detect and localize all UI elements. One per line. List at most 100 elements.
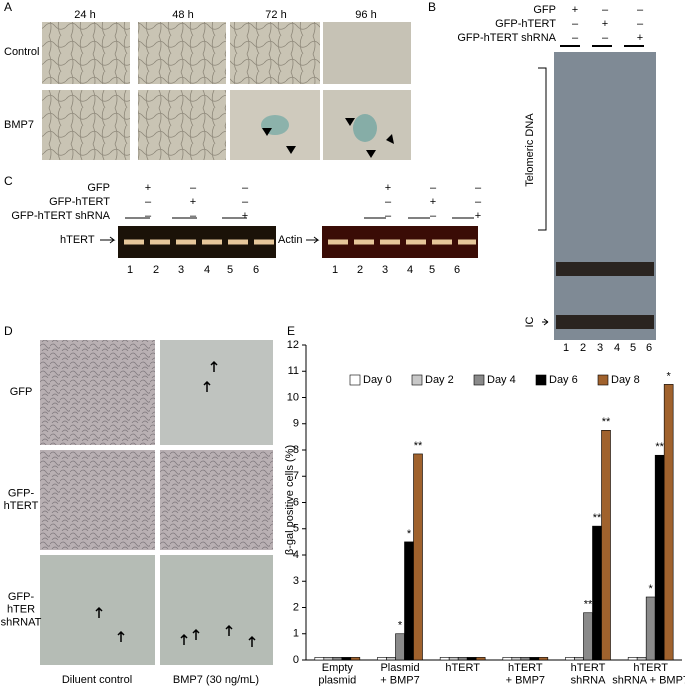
sign: – (190, 210, 197, 222)
bar (341, 657, 352, 661)
lane-number: 2 (580, 342, 586, 354)
bar (511, 657, 522, 661)
y-tick-label: 6 (293, 496, 299, 508)
sign: + (145, 182, 151, 194)
bar (520, 657, 531, 661)
sign: – (637, 4, 644, 16)
column-label: 96 h (355, 9, 376, 21)
panel-letter: C (4, 174, 13, 188)
lane-number: 5 (227, 264, 233, 276)
sign: – (475, 196, 482, 208)
panel-b-gel (538, 45, 656, 340)
legend-label: Day 6 (549, 374, 578, 386)
bar (413, 453, 423, 661)
y-tick-label: 5 (293, 523, 299, 535)
sign: – (242, 182, 249, 194)
row-label: GFP (87, 182, 110, 194)
row-label: GFP-hTERT shRNA (457, 32, 556, 44)
lane-number: 4 (407, 264, 413, 276)
bar (601, 430, 611, 661)
sign: + (572, 4, 578, 16)
lane-number: 1 (127, 264, 133, 276)
legend-label: Day 2 (425, 374, 454, 386)
sign: + (602, 18, 608, 30)
significance-mark: * (649, 583, 654, 595)
sign: + (637, 32, 643, 44)
bar (502, 657, 513, 661)
lane-number: 3 (382, 264, 388, 276)
legend-label: Day 8 (611, 374, 640, 386)
y-tick-label: 11 (288, 365, 299, 377)
row-label: GFP (533, 4, 556, 16)
significance-mark: ** (655, 441, 664, 453)
legend-label: Day 0 (363, 374, 392, 386)
significance-mark: * (667, 370, 672, 382)
panel-letter: E (287, 324, 295, 338)
y-tick-label: 1 (293, 628, 299, 640)
legend-swatch (349, 374, 361, 386)
column-label: Diluent control (62, 674, 132, 686)
bar (377, 657, 387, 661)
significance-mark: * (398, 620, 403, 632)
lane-number: 1 (563, 342, 569, 354)
lane-number: 1 (332, 264, 338, 276)
panel-letter: A (4, 0, 12, 14)
row-label: GFP (10, 386, 33, 398)
y-tick-label: 10 (287, 391, 299, 403)
lane-number: 2 (153, 264, 159, 276)
significance-mark: ** (593, 512, 602, 524)
sign: – (637, 18, 644, 30)
bar (645, 596, 656, 661)
bar (583, 612, 593, 661)
sign: – (572, 18, 579, 30)
row-label: GFP-hTERT (49, 196, 110, 208)
sign: – (430, 182, 437, 194)
bar (654, 454, 665, 661)
legend-swatch (411, 374, 423, 386)
x-tick-label: hTERT (445, 662, 480, 674)
sign: – (190, 182, 197, 194)
panel-letter: B (428, 0, 436, 14)
y-tick-label: 7 (293, 470, 299, 482)
significance-mark: * (407, 528, 412, 540)
x-tick-label: Plasmid + BMP7 (380, 662, 419, 687)
bar (529, 657, 540, 661)
bar (350, 657, 361, 661)
x-tick-label: Empty plasmid (318, 662, 356, 687)
bar (475, 657, 486, 661)
bar (439, 657, 450, 661)
column-label: 24 h (74, 9, 95, 21)
panel-letter: D (4, 324, 13, 338)
sign: + (190, 196, 196, 208)
legend-swatch (473, 374, 485, 386)
column-label: BMP7 (30 ng/mL) (173, 674, 259, 686)
sign: + (475, 210, 481, 222)
lane-number: 6 (454, 264, 460, 276)
bar (627, 657, 638, 661)
bar (457, 657, 468, 661)
y-tick-label: 9 (293, 418, 299, 430)
x-tick-label: hTERT shRNA (571, 662, 607, 687)
telomeric-label: Telomeric DNA (524, 113, 536, 187)
y-tick-label: 4 (293, 549, 299, 561)
gel-label: hTERT (60, 234, 95, 246)
significance-mark: ** (584, 599, 593, 611)
lane-number: 4 (204, 264, 210, 276)
legend-label: Day 4 (487, 374, 516, 386)
x-tick-label: hTERT shRNA + BMP7 (612, 662, 685, 687)
bar (592, 525, 602, 661)
y-tick-label: 0 (293, 654, 299, 666)
bar (466, 657, 477, 661)
panel-c-gels (100, 217, 478, 258)
row-label: GFP-hTER shRNAT (1, 591, 42, 628)
sign: – (602, 32, 609, 44)
lane-number: 4 (614, 342, 620, 354)
sign: + (385, 182, 391, 194)
sign: – (385, 210, 392, 222)
gel-label: Actin (278, 234, 302, 246)
y-tick-label: 12 (287, 339, 299, 351)
y-axis-label: β-gal positive cells (%) (284, 445, 296, 555)
sign: – (242, 196, 249, 208)
bar (386, 657, 396, 661)
